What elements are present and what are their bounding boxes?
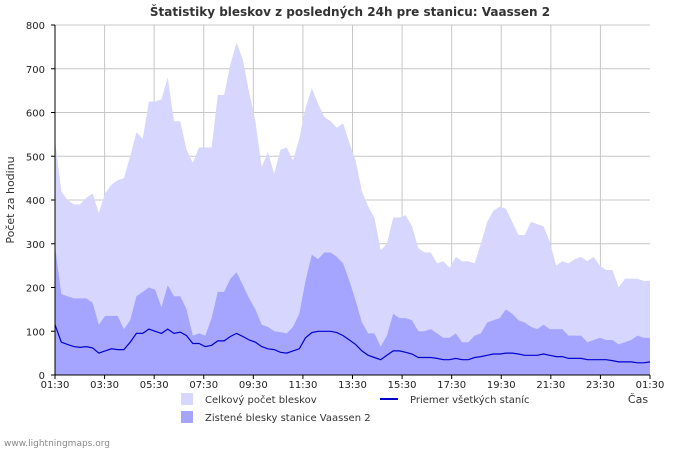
y-tick-label: 500 (26, 152, 45, 163)
legend: Celkový počet bleskov Zistené blesky sta… (181, 393, 530, 424)
y-tick-label: 0 (39, 371, 45, 382)
axes (51, 24, 651, 379)
x-tick-label: 11:30 (289, 380, 318, 391)
y-tick-label: 700 (26, 65, 45, 76)
x-tick-label: 15:30 (388, 380, 417, 391)
y-tick-label: 200 (26, 284, 45, 295)
y-tick-label: 600 (26, 109, 45, 120)
x-tick-label: 23:30 (586, 380, 615, 391)
x-tick-label: 17:30 (437, 380, 466, 391)
x-tick-label: 07:30 (189, 380, 218, 391)
x-tick-label: 03:30 (90, 380, 119, 391)
x-tick-label: 19:30 (487, 380, 516, 391)
footer-credit: www.lightningmaps.org (4, 439, 110, 449)
chart-title: Štatistiky bleskov z posledných 24h pre … (150, 4, 550, 19)
legend-label-total: Celkový počet bleskov (205, 394, 317, 406)
series-line-2 (54, 324, 651, 364)
legend-swatch-station (181, 411, 193, 423)
legend-label-station: Zistené blesky stanice Vaassen 2 (205, 412, 371, 424)
x-tick-label: 01:30 (636, 380, 665, 391)
y-tick-label: 300 (26, 240, 45, 251)
y-tick-label: 800 (26, 21, 45, 32)
series-area-0 (55, 42, 650, 375)
series-areas (54, 42, 651, 375)
x-tick-label: 13:30 (338, 380, 367, 391)
legend-swatch-total (181, 393, 193, 405)
y-tick-label: 100 (26, 327, 45, 338)
y-axis-label: Počet za hodinu (4, 156, 17, 243)
series-area-1 (55, 245, 650, 375)
x-tick-label: 21:30 (536, 380, 565, 391)
x-axis-label: Čas (628, 393, 648, 406)
tick-labels: 0 100 200 300 400 500 600 700 800 01:30 03:30 05:30… (26, 21, 665, 391)
x-tick-label: 05:30 (140, 380, 169, 391)
y-tick-label: 400 (26, 196, 45, 207)
x-tick-label: 01:30 (41, 380, 70, 391)
x-tick-label: 09:30 (239, 380, 268, 391)
legend-label-average: Priemer všetkých staníc (410, 394, 530, 406)
